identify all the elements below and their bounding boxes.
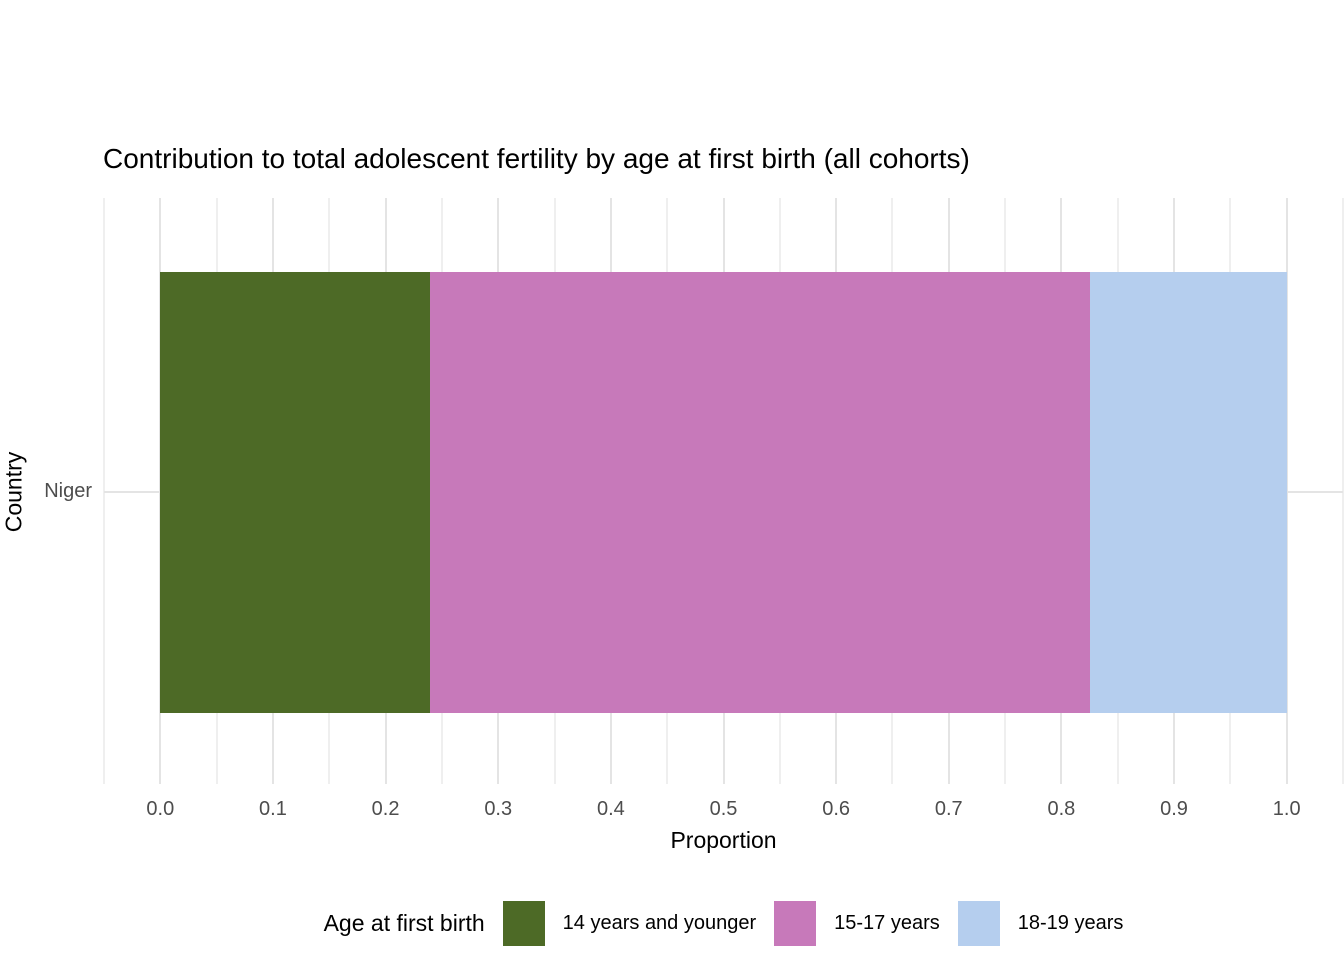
x-tick-label: 0.3 (484, 798, 513, 820)
legend-item: 14 years and younger (502, 900, 757, 946)
legend-key-swatch (502, 900, 545, 946)
bar-segment-15-17-years (429, 272, 1090, 713)
chart-title: Contribution to total adolescent fertili… (103, 143, 970, 174)
x-axis-title: Proportion (670, 827, 777, 853)
x-tick-label: 0.5 (709, 798, 738, 820)
plot-panel (103, 198, 1344, 784)
x-tick-label: 0.1 (259, 798, 287, 820)
x-tick-label: 0.8 (1047, 798, 1076, 820)
y-axis-title: Country (0, 451, 27, 533)
x-tick-label: 0.9 (1160, 798, 1188, 820)
vertical-gridline-minor (1342, 198, 1344, 784)
stacked-bar-niger (160, 272, 1287, 713)
legend-key-swatch (774, 900, 817, 946)
legend-key-swatch (957, 900, 1000, 946)
bar-segment-14-years-and-younger (160, 272, 430, 713)
legend-item: 15-17 years (774, 900, 940, 946)
legend-item-label: 14 years and younger (562, 911, 757, 934)
legend-item-label: 18-19 years (1017, 911, 1124, 934)
x-axis-tick-labels: 0.0 0.1 0.2 0.3 0.4 0.5 0.6 0.7 0.8 0.9 1.0 (104, 798, 1343, 824)
legend-title: Age at first birth (323, 909, 485, 936)
legend-item: 18-19 years (957, 900, 1124, 946)
x-tick-label: 0.6 (822, 798, 851, 820)
x-tick-label: 0.2 (371, 798, 400, 820)
legend-item-label: 15-17 years (834, 911, 940, 934)
legend: Age at first birth 14 years and younger 1… (104, 888, 1343, 958)
x-tick-label: 0.7 (934, 798, 963, 820)
y-tick-label-niger: Niger (44, 480, 92, 502)
x-tick-label: 1.0 (1272, 798, 1301, 820)
x-tick-label: 0.4 (596, 798, 625, 820)
x-tick-label: 0.0 (146, 798, 175, 820)
bar-segment-18-19-years (1089, 272, 1287, 713)
